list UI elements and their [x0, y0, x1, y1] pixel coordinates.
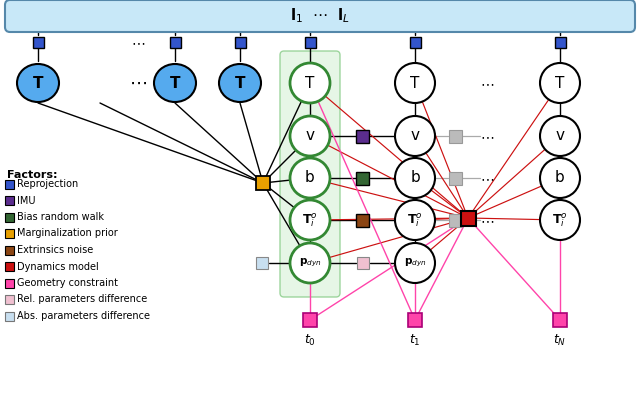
Text: Rel. parameters difference: Rel. parameters difference	[17, 294, 147, 305]
Text: v: v	[556, 128, 564, 143]
Circle shape	[395, 63, 435, 103]
Circle shape	[540, 116, 580, 156]
Text: Geometry constraint: Geometry constraint	[17, 278, 118, 288]
Text: $\cdots$: $\cdots$	[481, 171, 495, 185]
Circle shape	[290, 243, 330, 283]
Text: IMU: IMU	[17, 196, 35, 205]
Circle shape	[395, 200, 435, 240]
Circle shape	[290, 116, 330, 156]
Bar	[408, 313, 422, 327]
Text: $\cdots$: $\cdots$	[481, 129, 495, 143]
Circle shape	[395, 116, 435, 156]
Bar	[461, 211, 476, 226]
Bar	[449, 213, 461, 226]
Text: Extrinsics noise: Extrinsics noise	[17, 245, 93, 255]
Text: T: T	[305, 75, 315, 90]
Circle shape	[395, 158, 435, 198]
Text: b: b	[410, 171, 420, 185]
Text: T: T	[556, 75, 564, 90]
Bar	[303, 313, 317, 327]
Text: Bias random walk: Bias random walk	[17, 212, 104, 222]
Ellipse shape	[17, 64, 59, 102]
Circle shape	[540, 200, 580, 240]
Bar	[5, 262, 14, 271]
Bar	[5, 295, 14, 304]
Bar	[449, 171, 461, 185]
Text: $\cdots$: $\cdots$	[481, 76, 495, 90]
Text: $\cdots$: $\cdots$	[481, 213, 495, 227]
Bar	[410, 36, 420, 47]
Ellipse shape	[154, 64, 196, 102]
Bar	[5, 229, 14, 238]
Bar	[356, 130, 369, 143]
Text: v: v	[410, 128, 419, 143]
Circle shape	[290, 63, 330, 103]
Ellipse shape	[219, 64, 261, 102]
Text: T: T	[170, 75, 180, 90]
Text: Dynamics model: Dynamics model	[17, 262, 99, 271]
Bar	[356, 213, 369, 226]
Text: $\mathbf{T}_i^o$: $\mathbf{T}_i^o$	[407, 211, 423, 229]
Text: $\mathbf{T}_i^o$: $\mathbf{T}_i^o$	[302, 211, 318, 229]
Bar	[234, 36, 246, 47]
Bar	[305, 36, 316, 47]
Text: Reprojection: Reprojection	[17, 179, 78, 189]
Bar	[5, 213, 14, 222]
Text: $\mathbf{T}_i^o$: $\mathbf{T}_i^o$	[552, 211, 568, 229]
Bar	[256, 176, 270, 190]
Bar	[449, 130, 461, 143]
Text: T: T	[33, 75, 44, 90]
Text: Abs. parameters difference: Abs. parameters difference	[17, 311, 150, 321]
FancyBboxPatch shape	[5, 0, 635, 32]
Text: T: T	[410, 75, 420, 90]
Bar	[5, 179, 14, 188]
Circle shape	[540, 158, 580, 198]
Text: $t_N$: $t_N$	[554, 333, 566, 347]
Text: Marginalization prior: Marginalization prior	[17, 228, 118, 239]
Text: $\cdots$: $\cdots$	[131, 35, 145, 49]
FancyBboxPatch shape	[280, 51, 340, 297]
Text: b: b	[555, 171, 565, 185]
Bar	[5, 311, 14, 320]
Text: $\mathbf{p}_{dyn}$: $\mathbf{p}_{dyn}$	[404, 257, 426, 269]
Bar	[33, 36, 44, 47]
Bar	[356, 257, 369, 269]
Circle shape	[290, 158, 330, 198]
Circle shape	[395, 243, 435, 283]
Bar	[356, 171, 369, 185]
Text: $t_0$: $t_0$	[304, 333, 316, 347]
Text: $t_1$: $t_1$	[409, 333, 421, 347]
Bar	[5, 245, 14, 254]
Text: $\cdots$: $\cdots$	[129, 74, 147, 92]
Text: T: T	[235, 75, 245, 90]
Text: $\mathbf{p}_{dyn}$: $\mathbf{p}_{dyn}$	[299, 257, 321, 269]
Bar	[256, 257, 268, 269]
Bar	[553, 313, 567, 327]
Bar	[170, 36, 180, 47]
Bar	[5, 196, 14, 205]
Bar	[554, 36, 566, 47]
Circle shape	[290, 200, 330, 240]
Text: Factors:: Factors:	[7, 170, 58, 180]
Text: v: v	[305, 128, 314, 143]
Text: $\mathbf{l}_1$  $\cdots$  $\mathbf{l}_L$: $\mathbf{l}_1$ $\cdots$ $\mathbf{l}_L$	[290, 6, 350, 26]
Circle shape	[540, 63, 580, 103]
Bar	[5, 279, 14, 288]
Text: b: b	[305, 171, 315, 185]
